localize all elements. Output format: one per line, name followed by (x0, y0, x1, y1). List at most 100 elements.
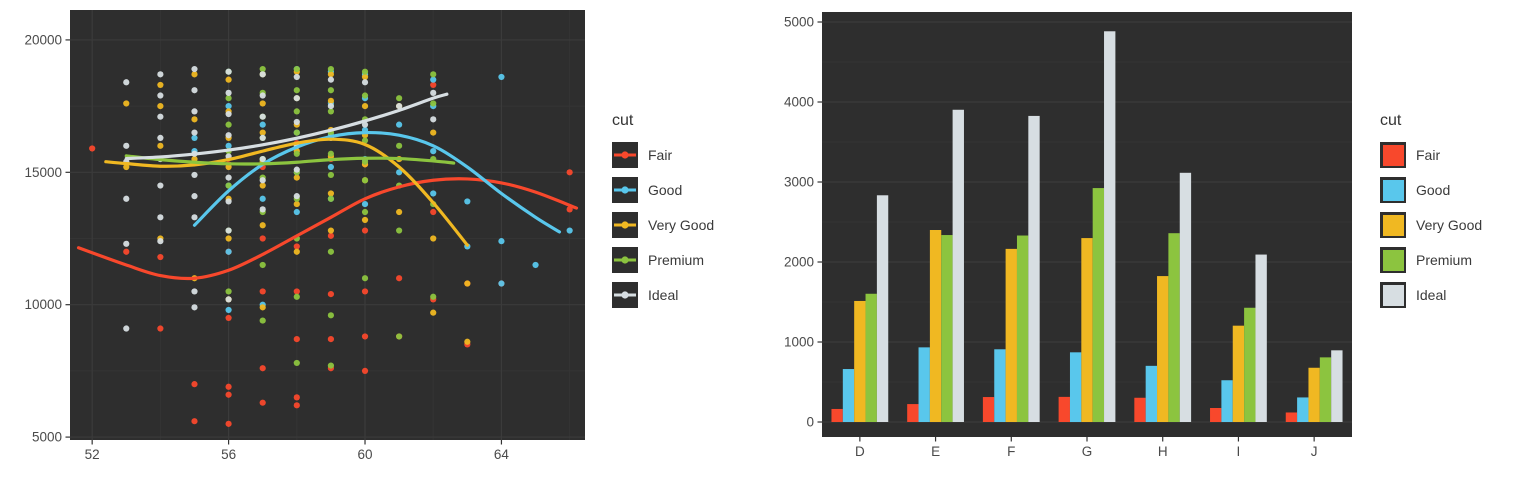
legend-item-ideal: Ideal (1380, 282, 1482, 308)
svg-text:52: 52 (85, 447, 100, 462)
bar-J-premium (1319, 357, 1332, 422)
legend-label-very-good: Very Good (648, 217, 715, 233)
bar-swatch-icon (1380, 212, 1406, 238)
scatter-legend: cut Fair Good Very Good Premium Ideal (612, 112, 714, 317)
points-ideal (123, 65, 437, 332)
scatter-panel: 52 56 60 64 5000 10000 15000 20000 (24, 10, 585, 462)
smooth-line-ideal (124, 92, 449, 161)
legend-label-ideal: Ideal (1416, 287, 1447, 303)
svg-text:D: D (855, 444, 865, 459)
legend-item-premium: Premium (1380, 247, 1482, 273)
legend-items: Fair Good Very Good Premium Ideal (1380, 142, 1482, 317)
bar-G-premium (1092, 188, 1105, 422)
svg-text:15000: 15000 (24, 165, 62, 180)
bar-J-very-good (1308, 367, 1320, 422)
svg-text:5000: 5000 (32, 430, 62, 445)
svg-text:1000: 1000 (784, 335, 814, 350)
svg-text:F: F (1007, 444, 1015, 459)
smooth-point-key-icon (612, 177, 638, 203)
color-swatch (1382, 144, 1404, 166)
bar-E-good (918, 347, 930, 422)
bar-F-good (994, 349, 1006, 422)
legend-label-good: Good (1416, 182, 1451, 198)
svg-text:0: 0 (806, 415, 814, 430)
color-swatch (1382, 214, 1404, 236)
svg-text:20000: 20000 (24, 32, 62, 47)
bar-G-good (1069, 352, 1082, 422)
svg-text:5000: 5000 (784, 15, 814, 30)
bar-I-ideal (1255, 254, 1267, 422)
smooth-point-key-icon (612, 247, 638, 273)
bar-D-good (842, 369, 855, 422)
bar-H-good (1145, 365, 1158, 422)
smooth-point-key-icon (612, 282, 638, 308)
bar-E-premium (941, 235, 953, 422)
bar-G-very-good (1081, 238, 1093, 422)
legend-label-ideal: Ideal (648, 287, 679, 303)
legend-label-premium: Premium (648, 252, 705, 268)
bar-D-very-good (854, 300, 866, 422)
legend-item-premium: Premium (612, 247, 714, 273)
bar-D-fair (831, 408, 843, 422)
bar-F-fair (982, 397, 995, 422)
bar-F-ideal (1028, 115, 1040, 423)
bar-J-fair (1285, 412, 1298, 422)
legend-label-fair: Fair (648, 147, 673, 163)
svg-text:J: J (1311, 444, 1318, 459)
legend-title: cut (1380, 112, 1402, 129)
smooth-line-premium (124, 154, 456, 166)
svg-text:I: I (1237, 444, 1241, 459)
bar-E-ideal (952, 109, 964, 422)
bar-swatch-icon (1380, 282, 1406, 308)
svg-text:2000: 2000 (784, 255, 814, 270)
bar-I-very-good (1232, 325, 1245, 422)
bar-swatch-icon (1380, 142, 1406, 168)
legend-items: Fair Good Very Good Premium Ideal (612, 142, 714, 317)
bar-D-ideal (876, 195, 889, 422)
legend-item-very-good: Very Good (612, 212, 714, 238)
smooth-point-key-icon (612, 212, 638, 238)
svg-text:64: 64 (494, 447, 510, 462)
bar-J-good (1297, 397, 1309, 422)
svg-text:3000: 3000 (784, 175, 814, 190)
color-swatch (1382, 249, 1404, 271)
legend-item-good: Good (612, 177, 714, 203)
legend-label-fair: Fair (1416, 147, 1441, 163)
color-swatch (1382, 179, 1404, 201)
bar-H-ideal (1179, 172, 1192, 422)
bar-G-ideal (1104, 31, 1116, 423)
legend-label-good: Good (648, 182, 683, 198)
legend-item-ideal: Ideal (612, 282, 714, 308)
bar-I-premium (1244, 307, 1256, 422)
bar-G-fair (1058, 396, 1070, 422)
bar-H-premium (1168, 233, 1180, 422)
bar-H-very-good (1157, 276, 1169, 422)
svg-text:E: E (931, 444, 940, 459)
smooth-line-very-good (104, 137, 469, 247)
svg-text:G: G (1082, 444, 1093, 459)
svg-text:10000: 10000 (24, 297, 62, 312)
svg-text:H: H (1158, 444, 1168, 459)
bar-panel: D E F G H I J 0 1000 2000 3000 4000 5000 (784, 12, 1352, 459)
smooth-line-fair (76, 177, 579, 281)
bar-I-fair (1210, 408, 1222, 422)
bar-I-good (1221, 380, 1233, 422)
smooth-line-good (192, 130, 562, 234)
svg-text:4000: 4000 (784, 95, 814, 110)
bar-F-very-good (1005, 248, 1017, 422)
bar-E-very-good (929, 230, 942, 422)
bar-D-premium (865, 293, 877, 422)
legend-item-very-good: Very Good (1380, 212, 1482, 238)
bar-J-ideal (1331, 350, 1343, 422)
bar-H-fair (1134, 397, 1146, 422)
bar-legend: cut Fair Good Very Good Premium Ideal (1380, 112, 1482, 317)
legend-item-fair: Fair (1380, 142, 1482, 168)
smooth-point-key-icon (612, 142, 638, 168)
bar-E-fair (907, 404, 919, 422)
bar-F-premium (1016, 235, 1029, 422)
bar-swatch-icon (1380, 247, 1406, 273)
legend-item-good: Good (1380, 177, 1482, 203)
bar-swatch-icon (1380, 177, 1406, 203)
